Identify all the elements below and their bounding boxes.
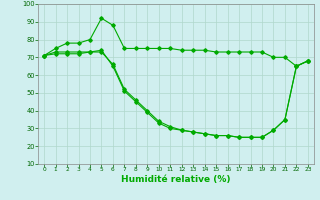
- X-axis label: Humidité relative (%): Humidité relative (%): [121, 175, 231, 184]
